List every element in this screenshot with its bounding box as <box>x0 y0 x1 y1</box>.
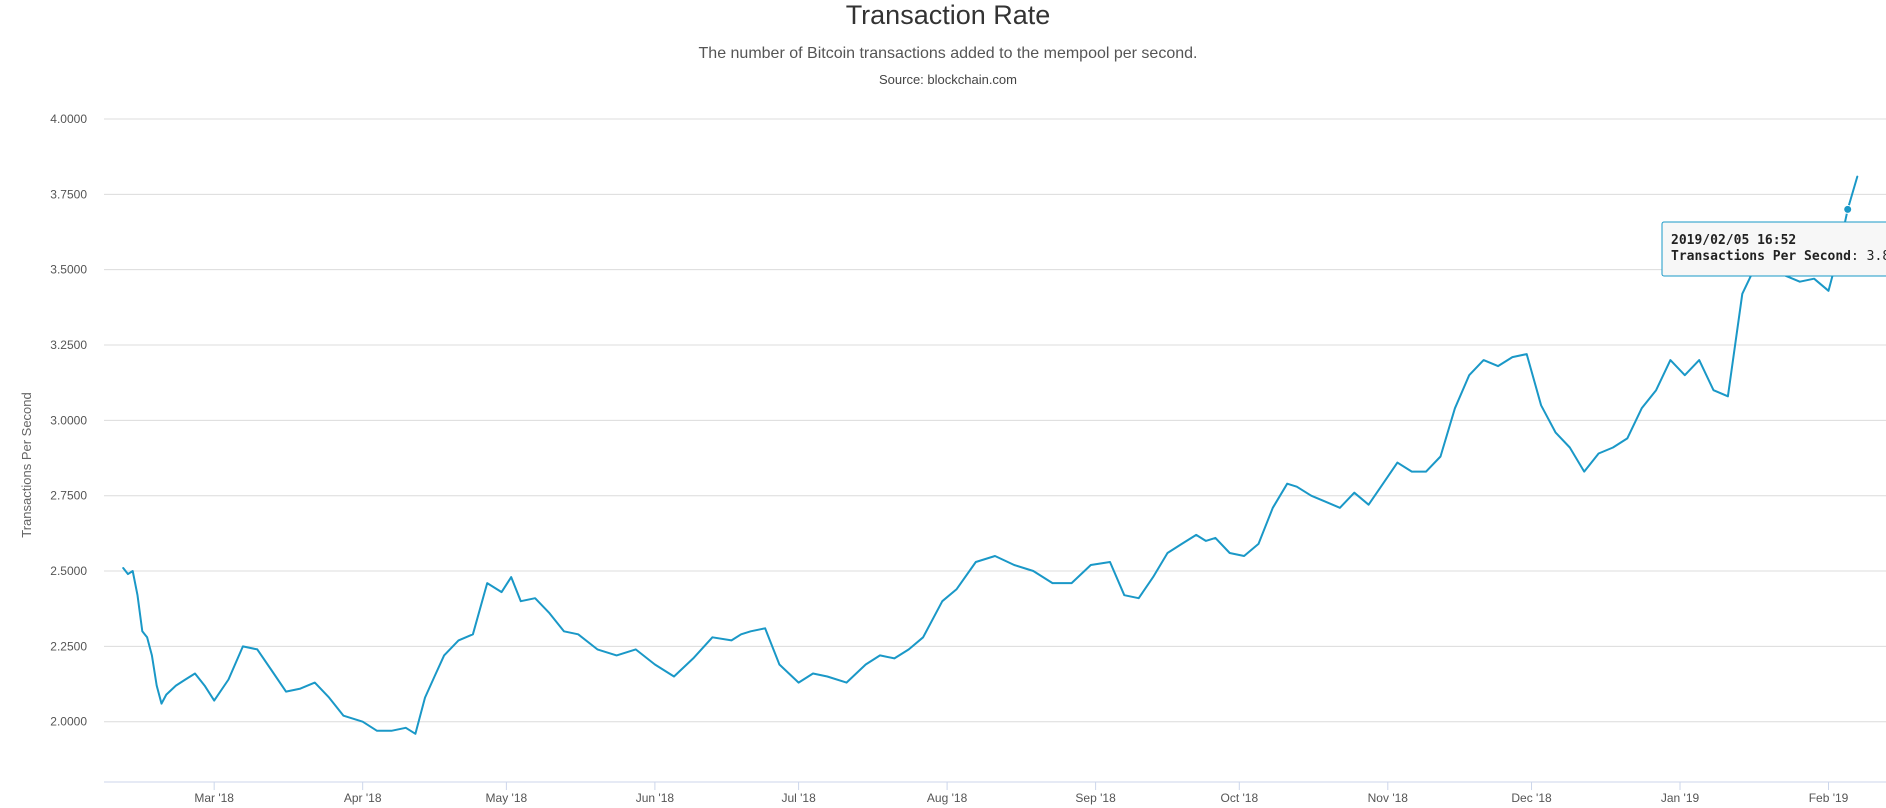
chart-title: Transaction Rate <box>846 0 1051 30</box>
tooltip-series-label: Transactions Per Second <box>1671 249 1851 264</box>
y-tick-label: 2.0000 <box>50 715 87 729</box>
gridlines <box>104 118 1886 723</box>
x-tick-label: Dec '18 <box>1511 791 1552 805</box>
y-tick-label: 3.0000 <box>50 413 87 427</box>
y-axis-ticks: 2.0000 2.2500 2.5000 2.7500 3.0000 3.2500 3.50… <box>50 112 87 729</box>
x-tick-label: Jul '18 <box>781 791 816 805</box>
y-tick-label: 2.2500 <box>50 639 87 653</box>
x-tick-label: Aug '18 <box>927 791 968 805</box>
tooltip-date: 2019/02/05 16:52 <box>1671 233 1796 248</box>
x-axis-ticks: Mar '18 Apr '18 May '18 Jun '18 Jul '18 Aug '… <box>194 782 1849 805</box>
tooltip-value-line: Transactions Per Second: 3.809 <box>1671 249 1886 264</box>
x-tick-label: Mar '18 <box>194 791 234 805</box>
y-axis-label: Transactions Per Second <box>19 392 34 537</box>
x-tick-label: Sep '18 <box>1075 791 1116 805</box>
x-tick-label: May '18 <box>486 791 528 805</box>
y-tick-label: 3.5000 <box>50 263 87 277</box>
tooltip: 2019/02/05 16:52 Transactions Per Second… <box>1661 221 1886 277</box>
chart-subtitle: The number of Bitcoin transactions added… <box>699 45 1198 62</box>
x-tick-label: Jun '18 <box>636 791 675 805</box>
x-tick-label: Apr '18 <box>344 791 382 805</box>
tooltip-box <box>1661 221 1886 277</box>
y-tick-label: 2.7500 <box>50 489 87 503</box>
y-tick-label: 4.0000 <box>50 112 87 126</box>
x-tick-label: Oct '18 <box>1220 791 1258 805</box>
y-tick-label: 3.7500 <box>50 187 87 201</box>
x-tick-label: Jan '19 <box>1661 791 1700 805</box>
x-tick-label: Nov '18 <box>1368 791 1409 805</box>
hover-point-marker[interactable] <box>1843 204 1853 214</box>
chart-source: Source: blockchain.com <box>879 72 1017 87</box>
x-tick-label: Feb '19 <box>1809 791 1849 805</box>
tooltip-value: : 3.809 <box>1851 249 1886 264</box>
y-tick-label: 3.2500 <box>50 338 87 352</box>
y-tick-label: 2.5000 <box>50 564 87 578</box>
series-line-transactions-per-second[interactable] <box>122 175 1859 735</box>
